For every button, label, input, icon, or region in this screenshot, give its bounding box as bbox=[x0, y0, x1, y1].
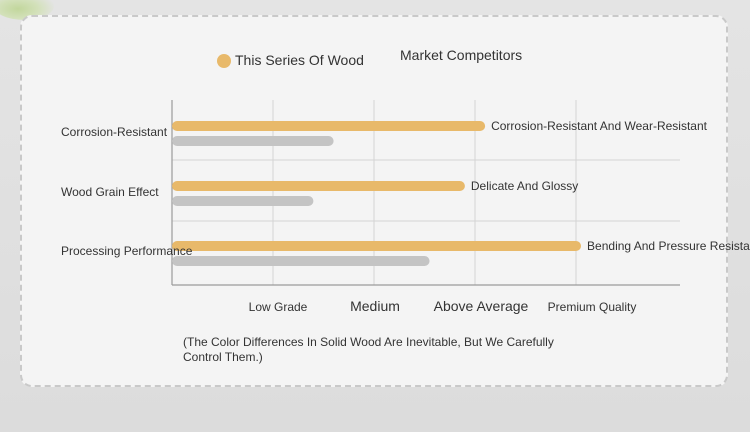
legend-label-competitors: Market Competitors bbox=[400, 47, 522, 63]
legend-label-wood: This Series Of Wood bbox=[235, 52, 364, 68]
bar-wood-1 bbox=[172, 121, 486, 131]
category-label-3: Processing Performance bbox=[61, 244, 193, 258]
bar-competitors-2 bbox=[172, 196, 314, 206]
footnote-line-2: Control Them.) bbox=[183, 350, 263, 364]
x-tick-label-2: Medium bbox=[350, 298, 400, 314]
x-tick-label-3: Above Average bbox=[434, 298, 529, 314]
legend-swatch-wood bbox=[217, 54, 231, 68]
bar-competitors-1 bbox=[172, 136, 334, 146]
x-tick-label-1: Low Grade bbox=[249, 300, 308, 314]
category-label-1: Corrosion-Resistant bbox=[61, 125, 168, 139]
annotation-3: Bending And Pressure Resistant bbox=[587, 239, 750, 253]
bar-wood-3 bbox=[172, 241, 582, 251]
bar-wood-2 bbox=[172, 181, 465, 191]
category-label-2: Wood Grain Effect bbox=[61, 185, 159, 199]
x-tick-label-4: Premium Quality bbox=[548, 300, 637, 314]
annotation-1: Corrosion-Resistant And Wear-Resistant bbox=[491, 119, 708, 133]
footnote-line-1: (The Color Differences In Solid Wood Are… bbox=[183, 335, 554, 349]
bar-competitors-3 bbox=[172, 256, 430, 266]
annotation-2: Delicate And Glossy bbox=[471, 179, 578, 193]
